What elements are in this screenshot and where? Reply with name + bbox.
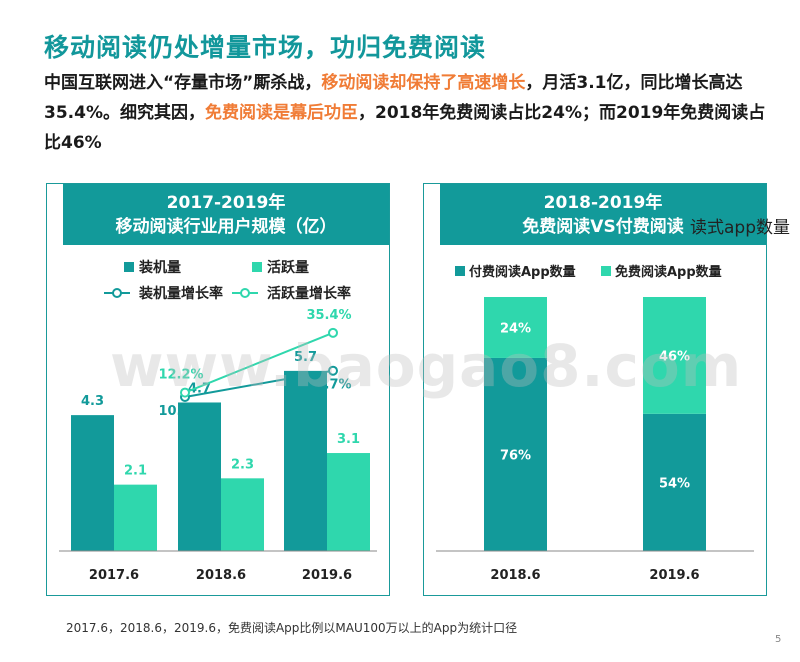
x-tick-label-2018.6: 2018.6 [490,568,540,583]
legend-swatch-active [252,262,262,272]
bar-label-active-2019.6: 3.1 [337,432,360,447]
bar-label-install-2017.6: 4.3 [81,394,104,409]
page-number: 5 [775,634,782,645]
rate-point-active-2018.6 [180,387,190,398]
legend-marker-install-rate [112,288,122,298]
bar-install-2017.6 [71,415,114,551]
slide-title: 移动阅读仍处增量市场，功归免费阅读 [44,33,487,62]
rate-point-active-2019.6 [328,327,338,338]
bar-active-2019.6 [327,453,370,551]
legend-label-install-rate: 装机量增长率 [138,285,223,302]
bar-free-2019.6 [643,297,706,414]
bar-free-2018.6 [484,297,547,358]
footnote: 2017.6，2018.6，2019.6，免费阅读App比例以MAU100万以上… [66,621,518,635]
intro-part-3: ，2018年免费阅读占比24%；而2019年免费阅读占比46% [44,103,766,153]
rate-label-active-2018.6: 12.2% [158,368,203,383]
x-tick-label-2018.6: 2018.6 [196,568,246,583]
rate-point-install-2019.6 [328,365,338,376]
bar-label-install-2019.6: 5.7 [294,350,317,365]
free-vs-paid-chart: 付费阅读App数量 免费阅读App数量 76% 24% 54% 46% 2018.6 2019… [436,264,754,583]
free-vs-paid-title: 2018-2019年 [543,193,663,213]
bar-paid-2018.6 [484,357,547,551]
x-tick-label-2019.6: 2019.6 [302,568,352,583]
legend-label-paid: 付费阅读App数量 [469,264,576,280]
rate-line-active [184,331,334,394]
rate-line-install [184,369,334,398]
legend-label-free: 免费阅读App数量 [615,264,722,280]
bar-active-2017.6 [114,484,157,551]
free-vs-paid-header: 2018-2019年 免费阅读VS付费阅读 [440,184,766,245]
bar-label-active-2017.6: 2.1 [124,464,147,479]
user-scale-panel: 2017-2019年 移动阅读行业用户规模（亿） 装机量 活跃量装机量增长率 活跃量… [46,183,390,596]
rate-label-install-2019.6: 20.7% [306,378,351,393]
overflow-text: 读式app数量 [690,218,790,238]
bar-active-2018.6 [221,478,264,551]
rate-label-install-2018.6: 10.5% [158,404,203,419]
bar-label-paid-2019.6: 54% [659,476,690,491]
bar-label-free-2019.6: 46% [659,349,690,364]
intro-highlight-2: 免费阅读是幕后功臣 [204,103,358,123]
bar-install-2018.6 [178,402,221,551]
user-scale-subtitle: 移动阅读行业用户规模（亿） [115,217,337,237]
legend-label-active: 活跃量 [267,259,309,276]
bar-label-paid-2018.6: 76% [500,448,531,463]
legend-label-active-rate: 活跃量增长率 [267,285,351,302]
legend-marker-active-rate [240,288,250,298]
free-vs-paid-panel: 2018-2019年 免费阅读VS付费阅读 付费阅读App数量 免费阅读App数量… [423,183,767,596]
intro-part-1: 中国互联网进入“存量市场”厮杀战， [44,73,322,93]
legend-swatch-install [124,262,134,272]
bar-label-active-2018.6: 2.3 [231,457,254,472]
legend-swatch-paid [455,266,465,276]
user-scale-title: 2017-2019年 [166,193,286,213]
intro-highlight-1: 移动阅读却保持了高速增长 [321,73,526,93]
legend-swatch-free [601,266,611,276]
bar-label-free-2018.6: 24% [500,321,531,336]
bar-install-2019.6 [284,370,327,551]
intro-part-2: ，月活3.1亿，同比增长高达35.4%。细究其因， [44,73,743,123]
user-scale-header: 2017-2019年 移动阅读行业用户规模（亿） [63,184,389,245]
rate-label-active-2019.6: 35.4% [306,308,351,323]
intro-text: 中国互联网进入“存量市场”厮杀战，移动阅读却保持了高速增长，月活3.1亿，同比增… [44,68,774,158]
legend-label-install: 装机量 [138,259,181,276]
x-tick-label-2019.6: 2019.6 [649,568,699,583]
x-tick-label-2017.6: 2017.6 [89,568,139,583]
bar-paid-2019.6 [643,413,706,551]
free-vs-paid-subtitle: 免费阅读VS付费阅读 [522,217,684,237]
